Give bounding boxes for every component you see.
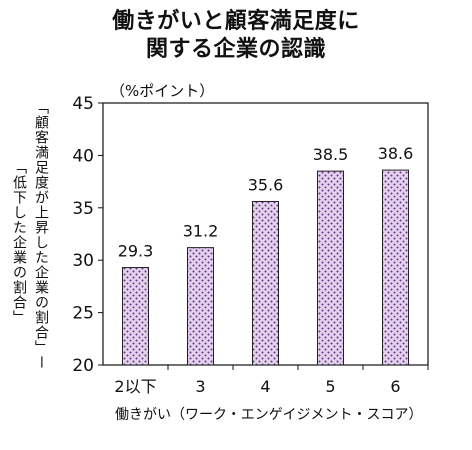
y-axis-label-line-1: 「顧客満足度が上昇した企業の割合」ー [33, 100, 49, 370]
chart-title-line-2: 関する企業の認識 [145, 37, 326, 62]
x-tick-label: 4 [260, 377, 270, 396]
y-tick-label: 40 [72, 146, 94, 166]
bar [187, 247, 214, 366]
bar-value-label: 31.2 [183, 222, 219, 241]
bar-value-label: 35.6 [248, 176, 284, 195]
chart-title-line-1: 働きがいと顧客満足度に [112, 9, 360, 34]
y-tick-label: 30 [72, 251, 94, 271]
bar-value-label: 38.6 [378, 144, 414, 163]
x-axis-label: 働きがい（ワーク・エンゲイジメント・スコア） [115, 407, 423, 423]
bar [382, 169, 409, 366]
bar-value-label: 29.3 [118, 242, 154, 261]
y-tick-label: 25 [72, 304, 94, 324]
x-tick-label: 5 [325, 377, 335, 396]
unit-label: （%ポイント） [110, 82, 215, 100]
y-tick-label: 20 [72, 356, 94, 376]
x-tick-label: 2以下 [114, 377, 156, 396]
chart-title: 働きがいと顧客満足度に 関する企業の認識 [0, 8, 472, 64]
x-tick-label: 3 [195, 377, 205, 396]
y-axis-label-line-2: 「低下した企業の割合」 [11, 160, 27, 325]
bar [252, 201, 279, 366]
plot-group: 20 25 30 35 40 45 29.3 2以下 31.2 3 35.6 4 38.5 5 38.6 6 [72, 94, 429, 396]
x-tick-label: 6 [390, 377, 400, 396]
y-tick-label: 35 [72, 199, 94, 219]
y-tick-label: 45 [72, 94, 94, 114]
bar [317, 170, 344, 366]
bar-value-label: 38.5 [313, 145, 349, 164]
bar [122, 267, 149, 366]
